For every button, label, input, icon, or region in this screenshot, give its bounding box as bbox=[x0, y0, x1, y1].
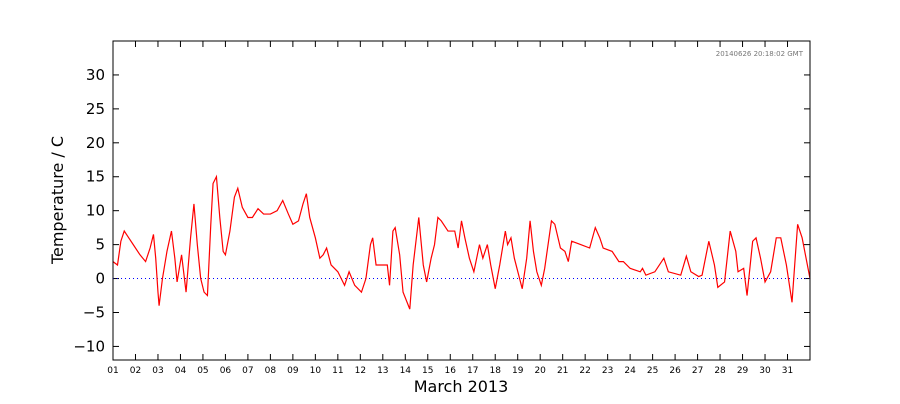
x-tick-label: 12 bbox=[355, 366, 366, 376]
x-tick-label: 31 bbox=[782, 366, 793, 376]
y-tick-label: 25 bbox=[86, 100, 105, 118]
x-tick-label: 19 bbox=[512, 366, 524, 376]
x-tick-label: 11 bbox=[332, 366, 343, 376]
x-tick-label: 22 bbox=[579, 366, 590, 376]
timestamp: 20140626 20:18:02 GMT bbox=[716, 50, 804, 58]
x-tick-label: 16 bbox=[445, 366, 457, 376]
x-tick-label: 28 bbox=[714, 366, 726, 376]
y-tick-label: −5 bbox=[83, 303, 105, 321]
y-axis-label: Temperature / C bbox=[48, 136, 67, 265]
x-tick-label: 24 bbox=[624, 366, 636, 376]
x-tick-label: 26 bbox=[669, 366, 681, 376]
y-tick-label: 10 bbox=[86, 202, 105, 220]
x-tick-label: 02 bbox=[130, 366, 141, 376]
y-tick-label: 20 bbox=[86, 134, 105, 152]
y-tick-label: 0 bbox=[95, 270, 105, 288]
y-tick-label: −10 bbox=[73, 337, 105, 355]
x-tick-label: 20 bbox=[534, 366, 546, 376]
x-tick-label: 17 bbox=[467, 366, 478, 376]
y-tick-label: 30 bbox=[86, 66, 105, 84]
x-tick-label: 27 bbox=[692, 366, 703, 376]
x-tick-label: 09 bbox=[287, 366, 299, 376]
x-tick-label: 05 bbox=[197, 366, 208, 376]
plot-frame bbox=[112, 40, 811, 361]
x-tick-label: 14 bbox=[400, 366, 412, 376]
data-line bbox=[112, 174, 811, 310]
x-tick-label: 10 bbox=[310, 366, 322, 376]
x-tick-label: 23 bbox=[602, 366, 613, 376]
x-tick-label: 03 bbox=[152, 366, 163, 376]
y-tick-label: 5 bbox=[95, 236, 105, 254]
x-tick-label: 25 bbox=[647, 366, 658, 376]
x-tick-label: 01 bbox=[107, 366, 118, 376]
y-tick-label: 15 bbox=[86, 168, 105, 186]
x-tick-label: 18 bbox=[489, 366, 501, 376]
x-tick-label: 07 bbox=[242, 366, 253, 376]
x-tick-label: 15 bbox=[422, 366, 433, 376]
x-tick-label: 06 bbox=[220, 366, 232, 376]
x-axis-label: March 2013 bbox=[414, 377, 509, 396]
x-tick-label: 29 bbox=[737, 366, 749, 376]
x-tick-label: 04 bbox=[175, 366, 187, 376]
x-tick-label: 30 bbox=[759, 366, 771, 376]
x-tick-label: 21 bbox=[557, 366, 568, 376]
x-tick-label: 13 bbox=[377, 366, 388, 376]
x-tick-label: 08 bbox=[265, 366, 277, 376]
